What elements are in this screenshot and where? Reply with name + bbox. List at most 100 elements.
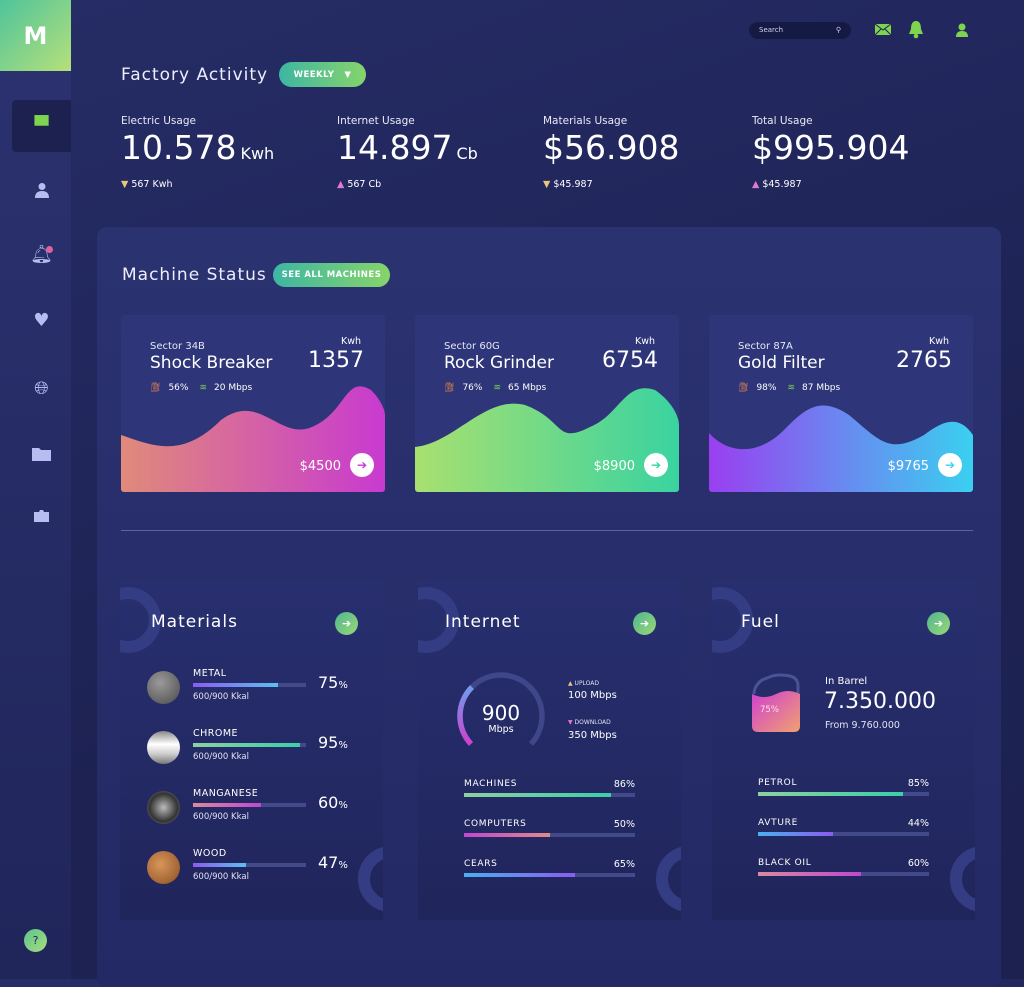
- user-icon[interactable]: [956, 23, 968, 37]
- search-icon[interactable]: ⚲: [835, 26, 841, 34]
- bar-track: [758, 792, 929, 796]
- fuel-arrow-button[interactable]: ➔: [927, 612, 950, 635]
- internet-arrow-button[interactable]: ➔: [633, 612, 656, 635]
- sidebar-item-notifications[interactable]: 🔔︎: [12, 228, 71, 280]
- material-progress: [193, 683, 306, 687]
- material-progress: [193, 803, 306, 807]
- machine-price: $8900: [593, 459, 635, 474]
- material-percent: 47%: [318, 853, 348, 872]
- machine-name: Gold Filter: [738, 353, 825, 373]
- material-image: [147, 671, 180, 704]
- download-icon: ▼: [568, 719, 573, 726]
- kwh-value: 6754: [602, 348, 658, 373]
- bell-icon[interactable]: [908, 20, 924, 39]
- bar-fill: [464, 833, 550, 837]
- percent-sign: %: [338, 740, 348, 751]
- bar-track: [464, 793, 635, 797]
- briefcase-icon: [34, 510, 49, 522]
- search-input[interactable]: Search ⚲: [749, 22, 851, 39]
- decor-ring: [656, 846, 681, 912]
- stat-unit: Cb: [456, 144, 478, 163]
- download-value: 350 Mbps: [568, 730, 617, 741]
- stat-change: ▼ 567 Kwh: [121, 179, 274, 190]
- machine-arrow-button[interactable]: ➔: [644, 453, 668, 477]
- internet-card: Internet ➔ 900 Mbps ▲ UPLOAD 100 Mbps ▼ …: [418, 579, 681, 920]
- machine-card[interactable]: Sector 87A Gold Filter Kwh 2765 ⛽︎ 98% ≋ 87…: [709, 315, 973, 492]
- materials-card: Materials ➔ METAL 600/900 Kkal 75% CHROM…: [120, 579, 383, 920]
- machine-wave-chart: [709, 405, 973, 492]
- network-speed: 20 Mbps: [214, 383, 253, 393]
- period-dropdown[interactable]: WEEKLY ▼: [279, 62, 366, 87]
- usage-bar: COMPUTERS 50%: [464, 819, 635, 849]
- help-button[interactable]: ?: [24, 929, 47, 952]
- sidebar-item-folder[interactable]: [12, 428, 71, 480]
- sidebar-item-dashboard[interactable]: ▀: [12, 100, 71, 152]
- stat-number: 10.578: [121, 128, 237, 167]
- progress-fill: [193, 683, 278, 687]
- kwh-label: Kwh: [340, 336, 361, 347]
- machine-card[interactable]: Sector 34B Shock Breaker Kwh 1357 ⛽︎ 56% ≋…: [121, 315, 385, 492]
- sidebar-item-globe[interactable]: 🌐︎: [12, 362, 71, 414]
- percent-value: 47: [318, 853, 339, 872]
- bar-label: CEARS: [464, 859, 498, 869]
- usage-bar: MACHINES 86%: [464, 779, 635, 809]
- machine-name: Rock Grinder: [444, 353, 554, 373]
- mail-icon[interactable]: [875, 24, 891, 35]
- progress-fill: [193, 803, 261, 807]
- stat-unit: Kwh: [240, 144, 275, 163]
- speed-value: 900: [481, 701, 521, 725]
- bar-label: BLACK OIL: [758, 858, 812, 868]
- sidebar-item-favorites[interactable]: ♥: [12, 294, 71, 346]
- percent-value: 60: [318, 793, 339, 812]
- chevron-down-icon: ▼: [344, 69, 352, 80]
- material-percent: 75%: [318, 673, 348, 692]
- see-all-machines-button[interactable]: SEE ALL MACHINES: [273, 263, 390, 287]
- trend-icon: ▲: [337, 179, 345, 190]
- progress-fill: [193, 863, 247, 867]
- upload-value: 100 Mbps: [568, 690, 617, 701]
- stat-number: 14.897: [337, 128, 453, 167]
- sidebar-item-profile[interactable]: [12, 164, 71, 216]
- machine-sector: Sector 87A: [738, 341, 793, 352]
- machine-arrow-button[interactable]: ➔: [938, 453, 962, 477]
- stat-1: Internet Usage 14.897 Cb ▲ 567 Cb: [337, 115, 478, 190]
- bar-fill: [758, 832, 834, 836]
- bar-percent: 86%: [613, 779, 635, 790]
- materials-arrow-button[interactable]: ➔: [335, 612, 358, 635]
- folder-icon: [32, 448, 51, 461]
- stat-number: $56.908: [543, 128, 680, 167]
- machine-arrow-button[interactable]: ➔: [350, 453, 374, 477]
- progress-fill: [193, 743, 301, 747]
- stat-label: Internet Usage: [337, 115, 415, 127]
- bar-track: [758, 832, 929, 836]
- tank-percent: 75%: [760, 705, 779, 715]
- search-placeholder: Search: [759, 26, 784, 34]
- machine-card[interactable]: Sector 60G Rock Grinder Kwh 6754 ⛽︎ 76% ≋ 6…: [415, 315, 679, 492]
- bar-percent: 60%: [907, 858, 929, 869]
- page-title: Factory Activity: [121, 65, 269, 85]
- globe-icon: 🌐︎: [34, 377, 49, 399]
- bar-percent: 65%: [613, 859, 635, 870]
- sidebar-item-briefcase[interactable]: [12, 490, 71, 542]
- stat-change-value: 567 Kwh: [131, 179, 173, 190]
- speed-unit: Mbps: [488, 724, 514, 735]
- kwh-label: Kwh: [634, 336, 655, 347]
- bar-fill: [464, 793, 612, 797]
- decor-ring: [950, 846, 975, 912]
- machine-name: Shock Breaker: [150, 353, 273, 373]
- machine-wave-chart: [415, 388, 679, 492]
- fuel-tank-icon: [752, 673, 800, 732]
- logo[interactable]: M: [0, 0, 71, 71]
- material-sub: 600/900 Kkal: [193, 692, 249, 702]
- bar-label: MACHINES: [464, 779, 518, 789]
- machine-status-title: Machine Status: [122, 265, 267, 285]
- material-percent: 95%: [318, 733, 348, 752]
- upload-icon: ▲: [568, 680, 573, 687]
- usage-bar: BLACK OIL 60%: [758, 858, 929, 888]
- stat-value: $56.908: [543, 129, 683, 173]
- usage-bar: PETROL 85%: [758, 778, 929, 808]
- usage-bar: AVTURE 44%: [758, 818, 929, 848]
- stat-label: Materials Usage: [543, 115, 628, 127]
- fuel-icon: ⛽︎: [444, 383, 456, 393]
- barrel-amount: 7.350.000: [824, 689, 936, 714]
